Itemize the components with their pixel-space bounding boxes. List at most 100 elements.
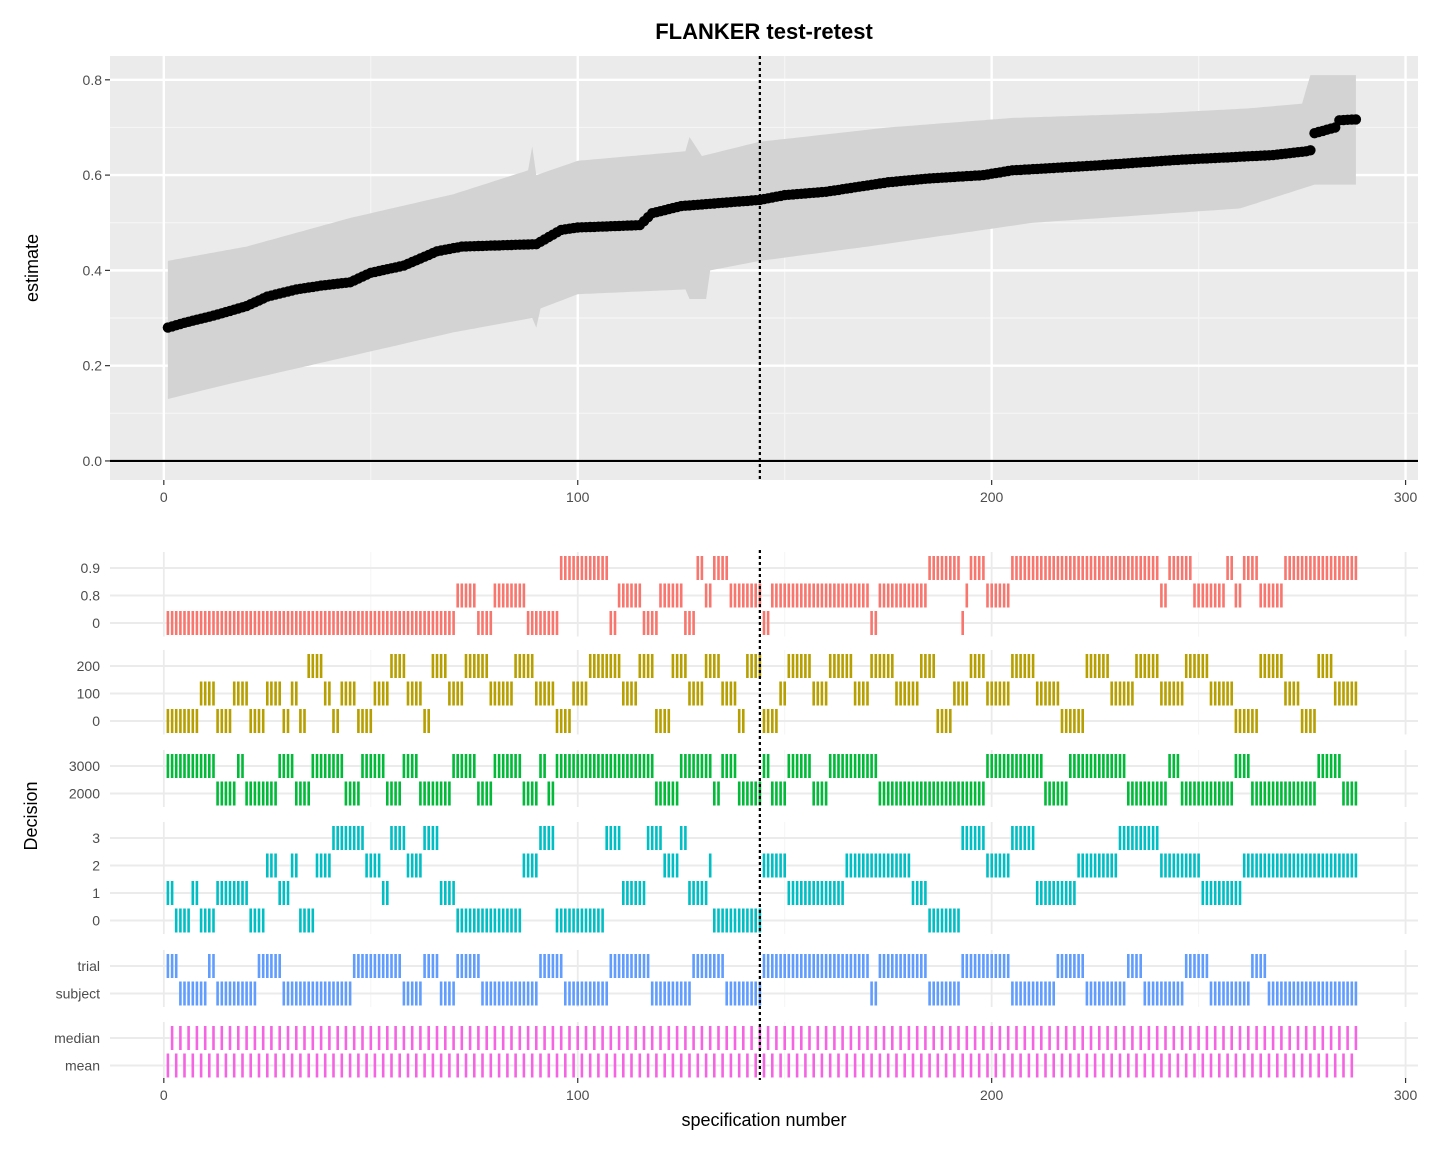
decision-bar xyxy=(655,1053,658,1078)
decision-bar xyxy=(319,853,323,878)
decision-bar xyxy=(1048,981,1051,1006)
decision-bar xyxy=(775,583,778,608)
decision-bar xyxy=(365,853,368,878)
decision-bar xyxy=(1118,826,1122,850)
decision-bar xyxy=(990,681,993,706)
decision-bar xyxy=(667,981,671,1006)
decision-bar xyxy=(1251,853,1254,878)
decision-bar xyxy=(1035,681,1039,706)
decision-bar xyxy=(841,1026,844,1050)
decision-bar xyxy=(613,954,617,978)
decision-bar xyxy=(733,981,737,1006)
decision-bar xyxy=(742,908,745,933)
decision-bar xyxy=(1135,1053,1138,1078)
decision-bar xyxy=(493,1026,497,1050)
decision-bar xyxy=(1267,981,1271,1006)
decision-x-tick-label: 0 xyxy=(160,1087,168,1103)
decision-bar xyxy=(1197,853,1200,878)
decision-bar xyxy=(464,954,468,978)
decision-bar xyxy=(1172,981,1176,1006)
decision-bar xyxy=(605,754,608,778)
decision-bar xyxy=(481,908,484,933)
decision-bar xyxy=(688,881,691,905)
decision-bar xyxy=(973,826,977,850)
decision-bar xyxy=(779,583,782,608)
decision-bar xyxy=(853,681,857,706)
decision-bar xyxy=(183,611,186,635)
decision-bar xyxy=(824,1026,828,1050)
decision-bar xyxy=(857,681,861,706)
decision-bar xyxy=(1255,556,1258,580)
decision-bar xyxy=(257,954,261,978)
decision-bar xyxy=(866,583,869,608)
estimate-points xyxy=(162,114,1362,333)
decision-bar xyxy=(1184,853,1188,878)
decision-bar xyxy=(1259,954,1262,978)
decision-bar xyxy=(1263,1026,1267,1050)
decision-bar xyxy=(290,853,294,878)
decision-bar xyxy=(1304,981,1308,1006)
decision-bar xyxy=(336,826,339,850)
decision-bar xyxy=(452,881,455,905)
decision-bar xyxy=(373,1053,377,1078)
decision-bar xyxy=(402,654,406,678)
decision-bar xyxy=(1193,781,1196,806)
decision-bar xyxy=(1135,781,1138,806)
decision-bar xyxy=(998,681,1002,706)
decision-bar xyxy=(501,583,505,608)
decision-bar xyxy=(270,1026,273,1050)
decision-bar xyxy=(1015,1026,1018,1050)
decision-bar xyxy=(1338,853,1341,878)
decision-bar xyxy=(506,908,509,933)
decision-bar xyxy=(365,611,368,635)
decision-bar xyxy=(1180,981,1184,1006)
decision-bar xyxy=(323,853,327,878)
decision-bar xyxy=(1093,654,1097,678)
decision-bar xyxy=(853,853,857,878)
decision-bar xyxy=(882,954,886,978)
decision-bar xyxy=(891,853,894,878)
decision-bar xyxy=(510,1026,513,1050)
decision-bar xyxy=(1044,681,1047,706)
decision-bar xyxy=(518,908,522,933)
confidence-band xyxy=(167,75,1356,399)
decision-bar xyxy=(311,1026,315,1050)
decision-bar xyxy=(208,1053,211,1078)
decision-bar xyxy=(870,611,873,635)
decision-bar xyxy=(390,781,393,806)
decision-bar xyxy=(1168,1053,1171,1078)
decision-bar xyxy=(1296,1026,1300,1050)
decision-bar xyxy=(1321,1026,1325,1050)
decision-bar xyxy=(295,781,298,806)
decision-bar xyxy=(228,1026,232,1050)
decision-bar xyxy=(572,754,575,778)
decision-bar xyxy=(1011,981,1014,1006)
decision-bar xyxy=(1201,881,1205,905)
decision-bar xyxy=(187,754,190,778)
decision-bar xyxy=(1056,881,1060,905)
decision-bar xyxy=(717,556,720,580)
decision-bar xyxy=(816,954,820,978)
decision-bar xyxy=(253,908,257,933)
decision-bar xyxy=(924,1026,927,1050)
decision-bar xyxy=(514,981,517,1006)
decision-bar xyxy=(431,1053,435,1078)
decision-bar xyxy=(729,1053,733,1078)
decision-bar xyxy=(1259,781,1262,806)
decision-bar xyxy=(315,754,319,778)
decision-bar xyxy=(1292,981,1296,1006)
decision-bar xyxy=(237,611,240,635)
decision-bar xyxy=(543,681,546,706)
decision-bar xyxy=(1035,881,1039,905)
decision-bar xyxy=(870,853,873,878)
decision-bar xyxy=(1209,583,1213,608)
decision-bar xyxy=(1147,781,1151,806)
decision-bar xyxy=(1085,1053,1089,1078)
decision-bar xyxy=(195,754,199,778)
decision-bar xyxy=(1176,754,1180,778)
decision-bar xyxy=(787,1053,791,1078)
decision-bar xyxy=(754,908,757,933)
decision-bar xyxy=(692,681,695,706)
decision-bar xyxy=(1106,1026,1109,1050)
decision-bar xyxy=(406,754,410,778)
